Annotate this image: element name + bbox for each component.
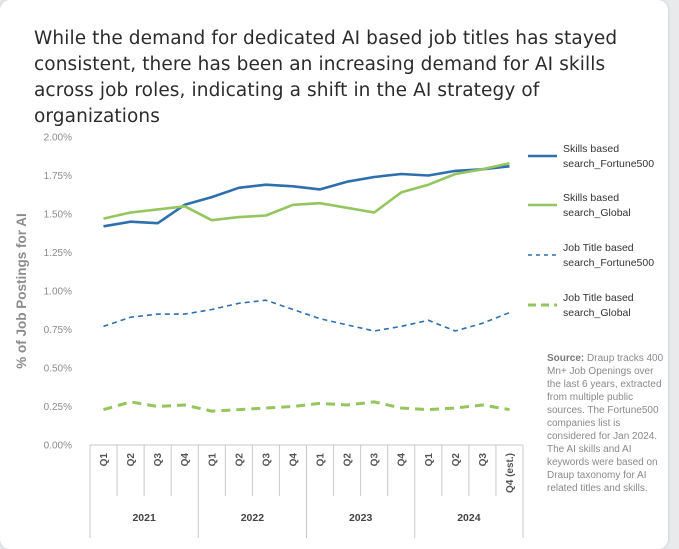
x-group-label: 2023: [349, 512, 373, 524]
x-tick-label: Q3: [153, 453, 164, 467]
source-label: Source:: [547, 353, 585, 364]
x-tick-label: Q1: [424, 453, 435, 467]
x-tick-label: Q4 (est.): [505, 453, 516, 493]
series-line: [103, 161, 510, 222]
x-tick-label: Q1: [99, 453, 110, 467]
source-text: Draup tracks 400 Mn+ Job Openings over t…: [547, 353, 664, 494]
x-group-label: 2021: [132, 512, 156, 524]
source-note: Source: Draup tracks 400 Mn+ Job Opening…: [547, 352, 667, 495]
y-tick-label: 1.25%: [44, 248, 72, 259]
legend-label: Skills based search_Global: [563, 192, 631, 219]
y-tick-label: 0.50%: [44, 364, 72, 375]
x-tick-label: Q1: [316, 453, 327, 467]
legend: Skills based search_Fortune500 Skills base…: [528, 143, 654, 319]
x-tick-label: Q1: [207, 453, 218, 467]
x-axis: Q1 Q2 Q3 Q4 Q1 Q2 Q3 Q4 Q1 Q2 Q3 Q4 Q1 Q2 Q3 Q4 (est.) 2…: [89, 444, 524, 538]
series-line: [103, 299, 510, 332]
x-tick-label: Q4: [397, 453, 408, 467]
legend-label: Job Title based search_Global: [563, 292, 634, 319]
x-group-label: 2024: [457, 512, 481, 524]
legend-label: Job Title based search_Fortune500: [563, 242, 654, 269]
x-tick-label: Q4: [288, 453, 299, 467]
series-lines: [103, 161, 510, 413]
y-tick-label: 2.00%: [44, 133, 72, 144]
y-tick-label: 0.75%: [44, 325, 72, 336]
x-tick-label: Q3: [370, 453, 381, 467]
y-tick-label: 0.00%: [44, 441, 72, 452]
x-group-label: 2022: [241, 512, 265, 524]
y-tick-label: 1.50%: [44, 210, 72, 221]
y-tick-label: 1.00%: [44, 287, 72, 298]
chart-title: While the demand for dedicated AI based …: [34, 28, 618, 127]
x-tick-label: Q2: [126, 453, 137, 467]
y-axis-label: % of Job Postings for AI: [14, 213, 29, 369]
x-tick-label: Q2: [451, 453, 462, 467]
x-tick-label: Q2: [234, 453, 245, 467]
y-tick-label: 1.75%: [44, 171, 72, 182]
series-line: [103, 400, 510, 413]
x-tick-label: Q3: [478, 453, 489, 467]
x-tick-label: Q2: [343, 453, 354, 467]
y-tick-label: 0.25%: [44, 402, 72, 413]
x-tick-label: Q3: [261, 453, 272, 467]
x-tick-label: Q4: [180, 453, 191, 467]
series-line: [103, 165, 510, 228]
y-axis: 0.00% 0.25% 0.50% 0.75% 1.00% 1.25% 1.50% 1.75%…: [44, 133, 72, 452]
legend-label: Skills based search_Fortune500: [563, 143, 654, 170]
